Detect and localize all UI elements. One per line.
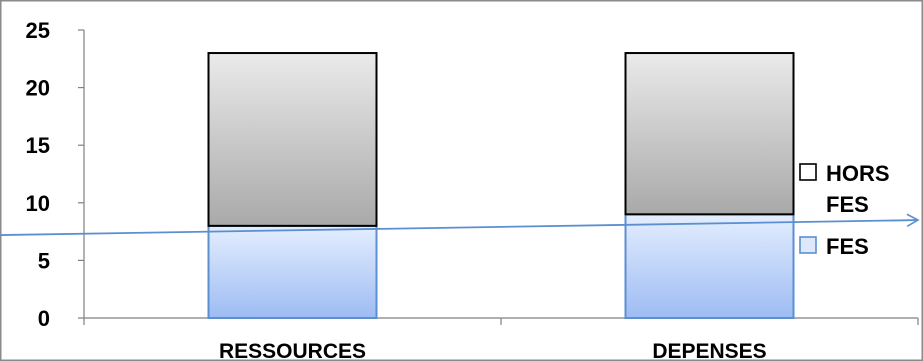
y-tick-label-0: 0	[38, 306, 50, 331]
bar-depenses-hors-fes	[624, 52, 795, 216]
bar-depenses-fes	[624, 213, 795, 320]
y-tick-label-5: 5	[38, 248, 50, 273]
y-tick-label-25: 25	[26, 18, 50, 43]
legend-label-fes: FES	[826, 234, 869, 259]
x-tick-label-ressources: RESSOURCES	[219, 340, 366, 361]
y-tick-label-20: 20	[26, 76, 50, 101]
y-tick-label-15: 15	[26, 133, 50, 158]
bar-ressources-fes	[207, 224, 378, 319]
trend-arrow-0	[0, 213, 920, 236]
legend-label-hors-fes: HORS FES	[826, 161, 890, 217]
legend-swatch-fes	[799, 236, 817, 254]
legend-swatch-hors-fes	[799, 163, 817, 181]
bar-ressources-hors-fes	[207, 52, 378, 227]
x-tick-label-depenses: DEPENSES	[652, 340, 766, 361]
y-tick-label-10: 10	[26, 191, 50, 216]
